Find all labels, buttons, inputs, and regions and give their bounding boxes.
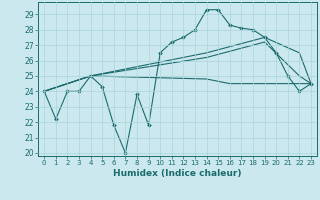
X-axis label: Humidex (Indice chaleur): Humidex (Indice chaleur)	[113, 169, 242, 178]
